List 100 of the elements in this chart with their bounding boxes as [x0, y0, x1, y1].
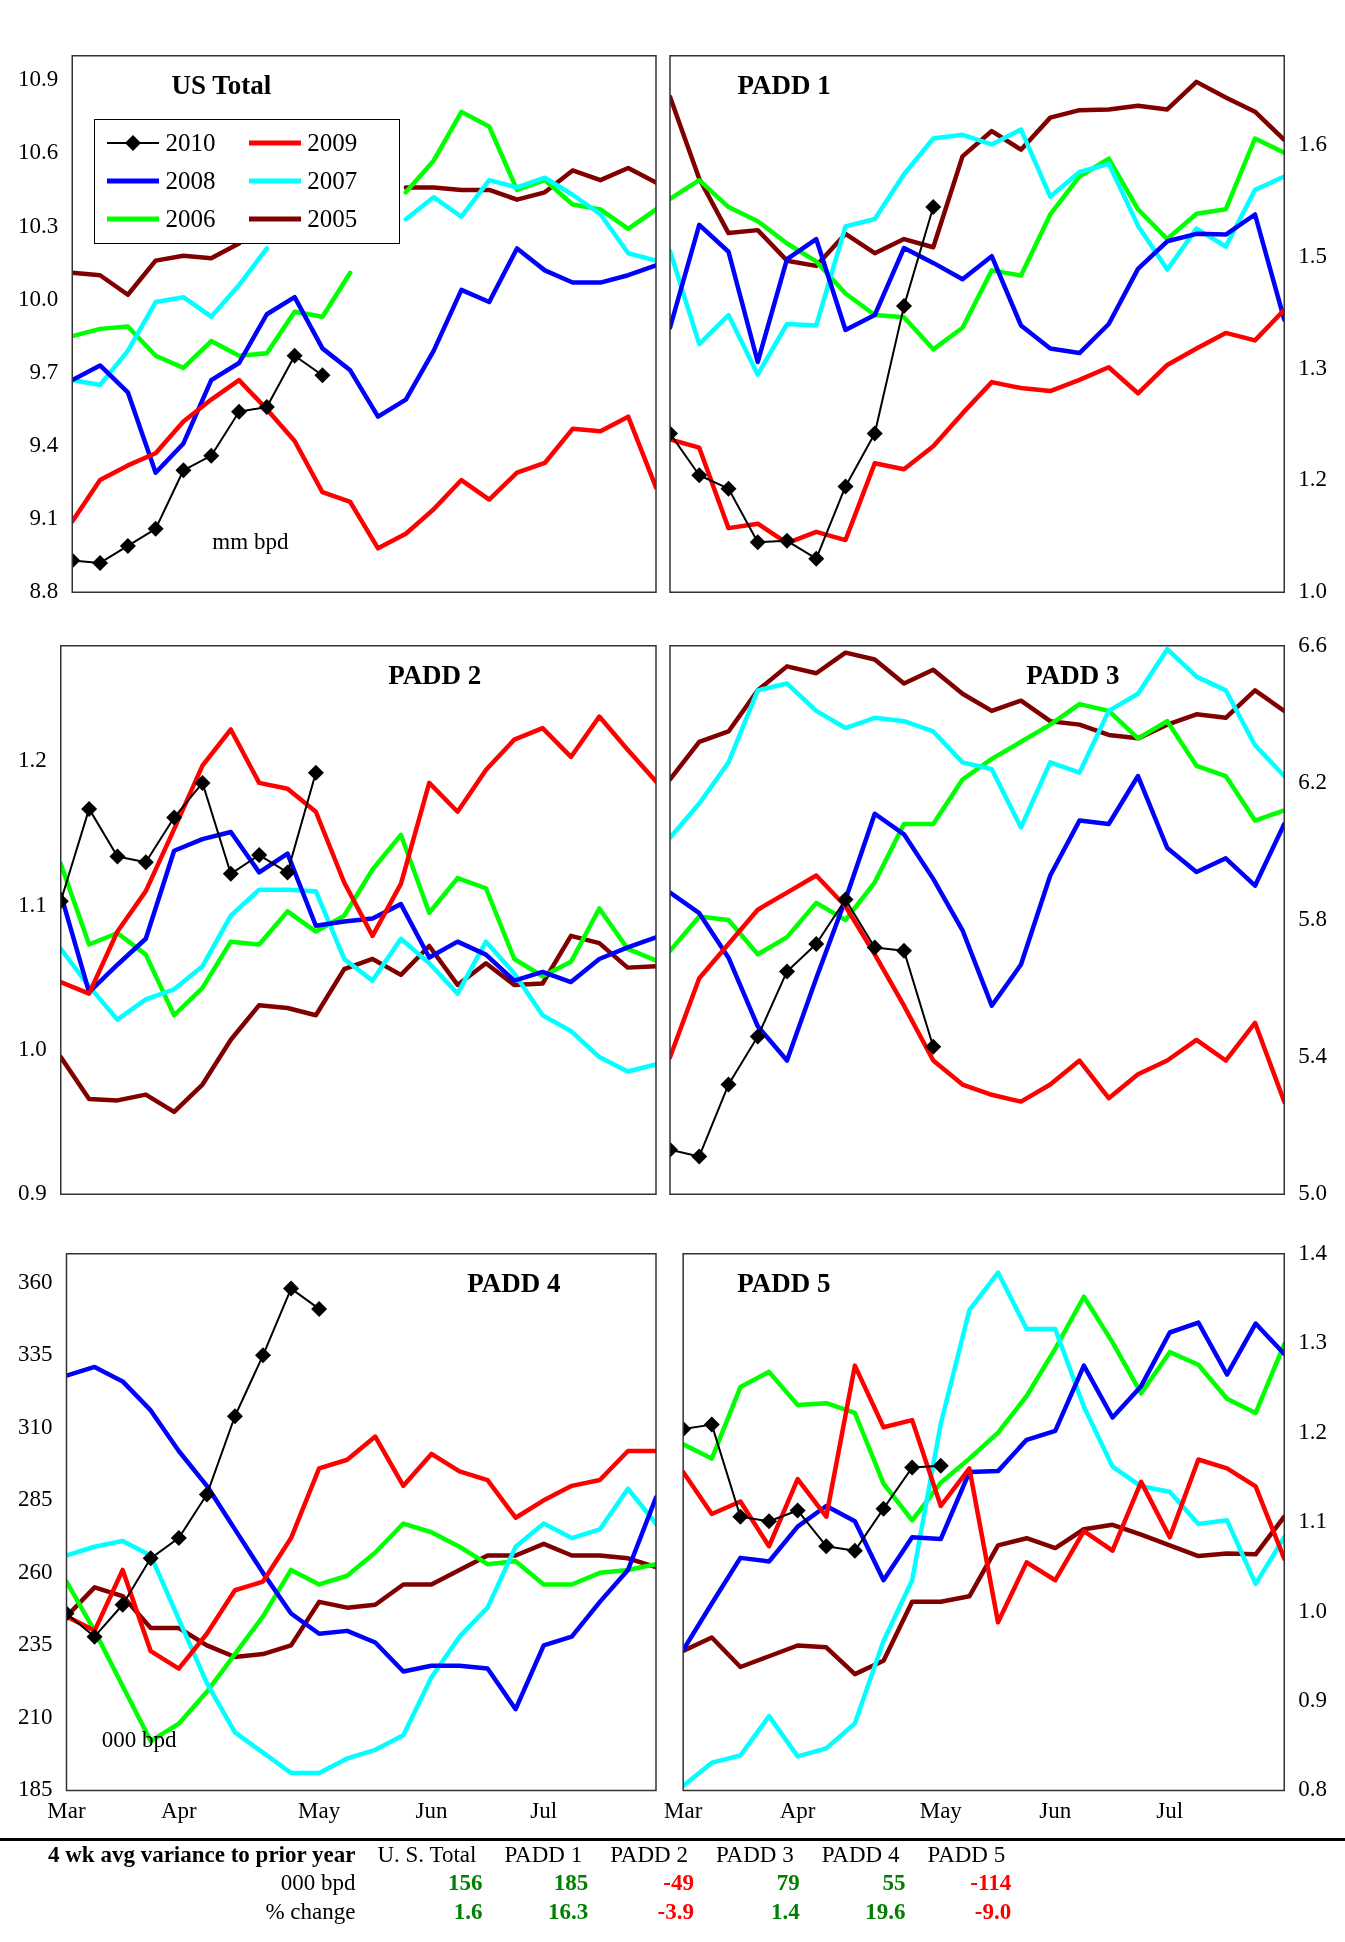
point — [194, 774, 211, 791]
y-tick-label: 10.0 — [18, 285, 59, 311]
category-label: PADD 4 — [820, 1841, 901, 1869]
y-tick-label: 0.8 — [1298, 1776, 1327, 1802]
point — [925, 199, 942, 216]
y-tick-label: 360 — [18, 1268, 53, 1294]
point — [691, 1148, 708, 1165]
point — [866, 425, 883, 442]
point — [166, 809, 183, 826]
point — [222, 865, 239, 882]
data-label: 1.6 — [452, 1897, 484, 1926]
y-tick-label: 1.6 — [1298, 131, 1327, 157]
point — [925, 1038, 942, 1055]
point — [875, 1500, 892, 1517]
y-tick-label: 1.4 — [1298, 1239, 1328, 1265]
category-label: PADD 2 — [609, 1841, 689, 1869]
y-tick-label: 310 — [18, 1413, 53, 1439]
y-tick-label: 235 — [18, 1631, 53, 1657]
point — [286, 347, 303, 364]
text: 4 wk avg variance to prior year — [47, 1841, 357, 1869]
point — [142, 1550, 159, 1567]
category-label: U. S. Total — [376, 1841, 478, 1869]
y-tick-label: 210 — [18, 1703, 53, 1729]
text: PADD 4 — [467, 1268, 561, 1299]
y-tick-label: 5.4 — [1298, 1043, 1328, 1069]
point — [749, 534, 766, 551]
point — [175, 462, 192, 479]
point — [720, 480, 737, 497]
y-tick-label: 260 — [18, 1558, 53, 1584]
data-label: -114 — [969, 1869, 1013, 1898]
data-label: 1.4 — [769, 1897, 801, 1926]
point — [837, 478, 854, 495]
text: PADD 1 — [737, 70, 831, 101]
point — [86, 1628, 103, 1645]
x-tick-label: May — [298, 1798, 341, 1824]
point — [109, 848, 126, 865]
point — [147, 520, 164, 537]
point — [846, 1542, 863, 1559]
y-tick-label: 1.0 — [18, 1035, 47, 1061]
category-label: PADD 5 — [926, 1841, 1007, 1869]
y-tick-label: 10.3 — [18, 212, 59, 238]
point — [837, 891, 854, 908]
x-tick-label: Apr — [779, 1798, 816, 1824]
point — [255, 1347, 271, 1364]
data-label: 19.6 — [864, 1897, 907, 1926]
point — [226, 1408, 243, 1425]
y-tick-label: 335 — [18, 1341, 53, 1367]
y-tick-label: 9.4 — [29, 431, 59, 457]
point — [789, 1502, 806, 1519]
text: PADD 5 — [737, 1268, 831, 1299]
data-label: -49 — [662, 1869, 695, 1898]
point — [119, 537, 136, 554]
y-tick-label: 9.1 — [29, 505, 59, 531]
x-tick-label: Jul — [1156, 1798, 1184, 1824]
y-tick-label: 1.3 — [1298, 1329, 1327, 1355]
point — [808, 550, 825, 567]
data-label: -3.9 — [656, 1897, 695, 1926]
legend-label: 2006 — [165, 205, 216, 234]
data-label: 156 — [446, 1869, 484, 1898]
point — [749, 1028, 766, 1045]
annotation: mm bpd — [212, 529, 289, 555]
legend-label: 2005 — [307, 205, 358, 234]
point — [92, 554, 109, 571]
y-tick-label: 1.2 — [1298, 466, 1327, 492]
y-tick-label: 10.9 — [18, 66, 59, 92]
point — [307, 764, 324, 781]
point — [808, 935, 825, 952]
point — [251, 847, 268, 864]
point — [311, 1300, 328, 1317]
point — [231, 403, 248, 420]
y-tick-label: 1.0 — [1298, 1597, 1327, 1623]
text: PADD 2 — [388, 660, 482, 691]
point — [866, 939, 883, 956]
point — [732, 1508, 749, 1525]
data-label: 185 — [552, 1869, 590, 1898]
x-tick-label: Apr — [160, 1798, 197, 1824]
legend-label: 2007 — [307, 167, 358, 196]
point — [258, 398, 275, 415]
point — [818, 1538, 835, 1555]
point — [932, 1457, 949, 1474]
text: % change — [264, 1897, 357, 1926]
category-label: PADD 3 — [714, 1841, 795, 1869]
point — [114, 1596, 131, 1613]
y-tick-label: 1.2 — [18, 747, 47, 773]
point — [761, 1513, 778, 1530]
point — [904, 1459, 921, 1476]
y-tick-label: 285 — [18, 1486, 53, 1512]
point — [198, 1486, 215, 1503]
data-label: 16.3 — [546, 1897, 590, 1926]
point — [203, 447, 220, 464]
y-tick-label: 1.0 — [1298, 578, 1327, 604]
y-tick-label: 1.1 — [1298, 1508, 1327, 1534]
point — [314, 367, 331, 384]
point — [170, 1530, 187, 1547]
point — [896, 942, 912, 959]
point — [137, 854, 154, 871]
y-tick-label: 1.5 — [1298, 243, 1327, 268]
point — [81, 800, 98, 817]
point — [283, 1280, 300, 1297]
x-tick-label: Jul — [530, 1798, 558, 1824]
